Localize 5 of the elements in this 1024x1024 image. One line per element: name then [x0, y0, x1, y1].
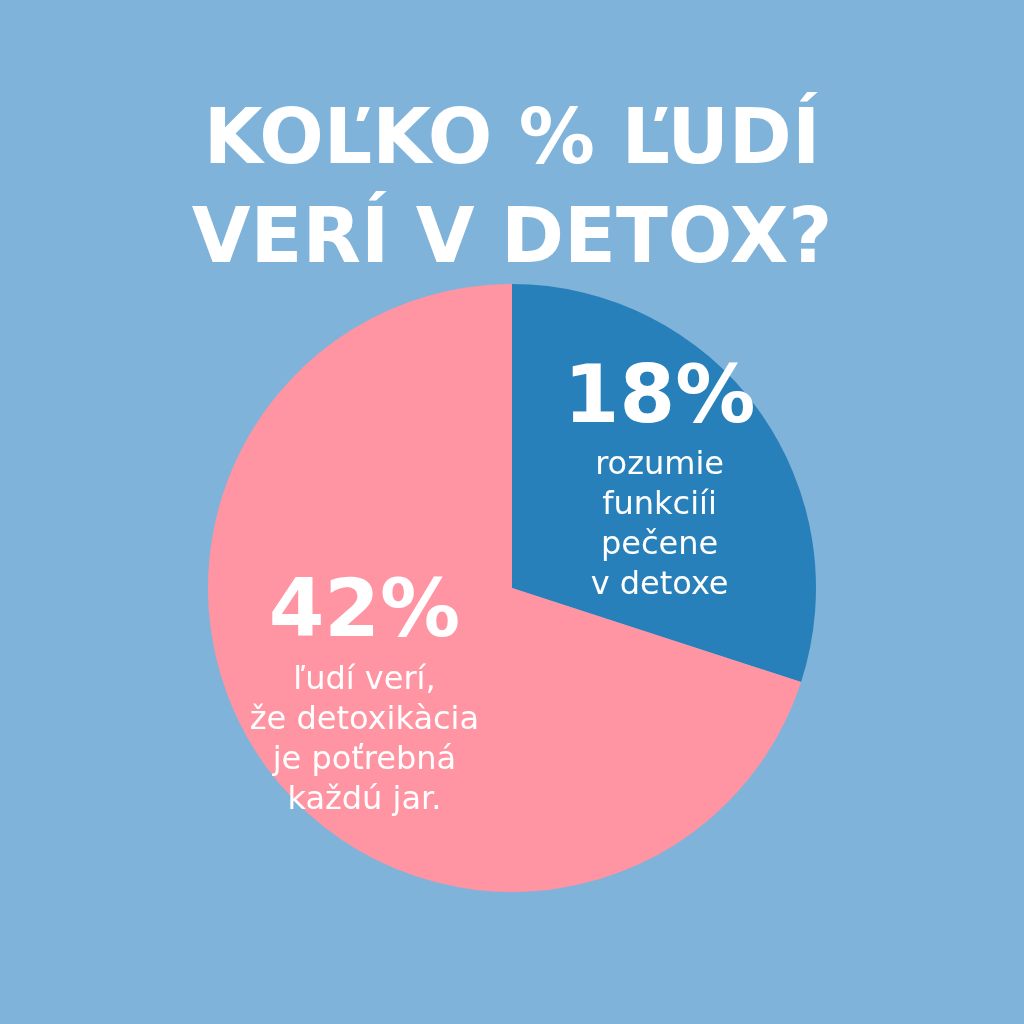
slice-label: ľudí verí, že detoxikàcia je poťrebná každú jar. — [249, 658, 480, 817]
slice-label: rozumie funkciíi pečene v detoxe — [590, 444, 729, 603]
data-label: 42% — [268, 561, 461, 655]
chart-title: KOĽKO % ĽUDÍ VERÍ V DETOX? — [190, 91, 834, 282]
data-label: 18% — [563, 347, 756, 441]
